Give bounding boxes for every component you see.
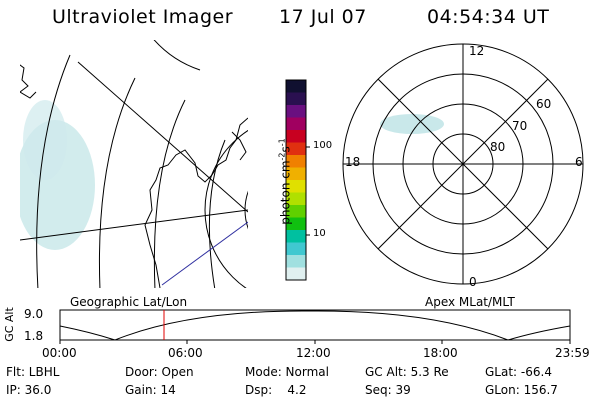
- longitude-line: [153, 99, 186, 288]
- info-ip: IP: 36.0: [6, 383, 52, 397]
- color-bar-segment: [286, 117, 306, 131]
- polar-plot: [342, 43, 584, 285]
- coastline: [20, 64, 37, 99]
- timeline-x-tick-2359: 23:59: [555, 346, 590, 360]
- polar-label-lat-60: 60: [536, 97, 552, 111]
- longitude-line: [208, 139, 226, 288]
- map-grid: [20, 40, 248, 288]
- color-bar-frame: [285, 79, 307, 281]
- color-bar-segment: [286, 255, 306, 268]
- altitude-timeline: [59, 309, 571, 344]
- color-bar-segment: [286, 242, 306, 256]
- info-glat: GLat: -66.4: [485, 365, 552, 379]
- color-bar-unit: photon cm: [278, 160, 293, 225]
- color-bar: [286, 80, 306, 281]
- polar-axis-diagonal: [377, 78, 549, 250]
- color-bar-exp2: -1: [277, 138, 287, 147]
- color-bar-segment: [286, 230, 306, 243]
- longitude-line: [36, 54, 71, 288]
- color-bar-tick-10: 10: [313, 228, 326, 239]
- info-door: Door: Open: [125, 365, 194, 379]
- timeline-x-tick-0000: 00:00: [42, 346, 77, 360]
- timeline-x-tick-1800: 18:00: [423, 346, 458, 360]
- timeline-x-tick-1200: 12:00: [296, 346, 331, 360]
- info-gc-alt: GC Alt: 5.3 Re: [365, 365, 449, 379]
- color-bar-tick-100: 100: [313, 140, 333, 151]
- polar-label-mlt-12: 12: [469, 44, 485, 58]
- timeline-y-bottom: 1.8: [24, 329, 44, 343]
- color-bar-segment: [286, 142, 306, 156]
- orbit-track: [161, 221, 248, 286]
- longitude-line: [98, 77, 136, 288]
- info-seq: Seq: 39: [365, 383, 411, 397]
- info-gain: Gain: 14: [125, 383, 176, 397]
- color-bar-label: photon cm-2s-1: [278, 117, 293, 247]
- timeline-y-top: 9.0: [24, 307, 44, 321]
- color-bar-segment: [286, 167, 306, 181]
- info-glon: GLon: 156.7: [485, 383, 558, 397]
- right-panel-caption: Apex MLat/MLT: [425, 295, 515, 309]
- info-dsp: Dsp: 4.2: [245, 383, 307, 397]
- meridian-line: [77, 61, 248, 213]
- info-filter: Flt: LBHL: [6, 365, 60, 379]
- polar-label-mlt-0: 0: [469, 275, 477, 289]
- timeline-axis-label: GC Alt: [2, 307, 16, 342]
- aurora-oval: [380, 114, 444, 134]
- coastline: [231, 131, 247, 161]
- color-bar-segment: [286, 217, 306, 231]
- altitude-curve: [59, 310, 571, 341]
- app-title: Ultraviolet Imager: [52, 6, 234, 28]
- color-bar-segment: [286, 130, 306, 143]
- color-bar-segment: [286, 80, 306, 93]
- color-bar-segment: [286, 205, 306, 218]
- color-bar-unit-s: s: [278, 146, 293, 153]
- color-bar-exp1: -2: [277, 152, 287, 161]
- left-panel-caption: Geographic Lat/Lon: [70, 295, 188, 309]
- time-label: 04:54:34 UT: [427, 6, 550, 28]
- timeline-x-tick-0600: 06:00: [168, 346, 203, 360]
- polar-label-lat-80: 80: [490, 140, 506, 154]
- color-bar-segment: [286, 180, 306, 193]
- coastline: [144, 117, 248, 288]
- color-bar-segment: [286, 267, 306, 281]
- timeline-frame: [59, 309, 571, 341]
- info-mode: Mode: Normal: [245, 365, 329, 379]
- date-label: 17 Jul 07: [279, 6, 367, 28]
- color-bar-segment: [286, 192, 306, 206]
- polar-label-mlt-6: 6: [575, 155, 583, 169]
- longitude-line: [153, 40, 201, 71]
- color-bar-segment: [286, 155, 306, 168]
- color-bar-segment: [286, 92, 306, 106]
- latitude-arc: [204, 129, 248, 288]
- color-bar-segment: [286, 105, 306, 118]
- polar-label-mlt-18: 18: [345, 155, 361, 169]
- polar-label-lat-70: 70: [512, 119, 528, 133]
